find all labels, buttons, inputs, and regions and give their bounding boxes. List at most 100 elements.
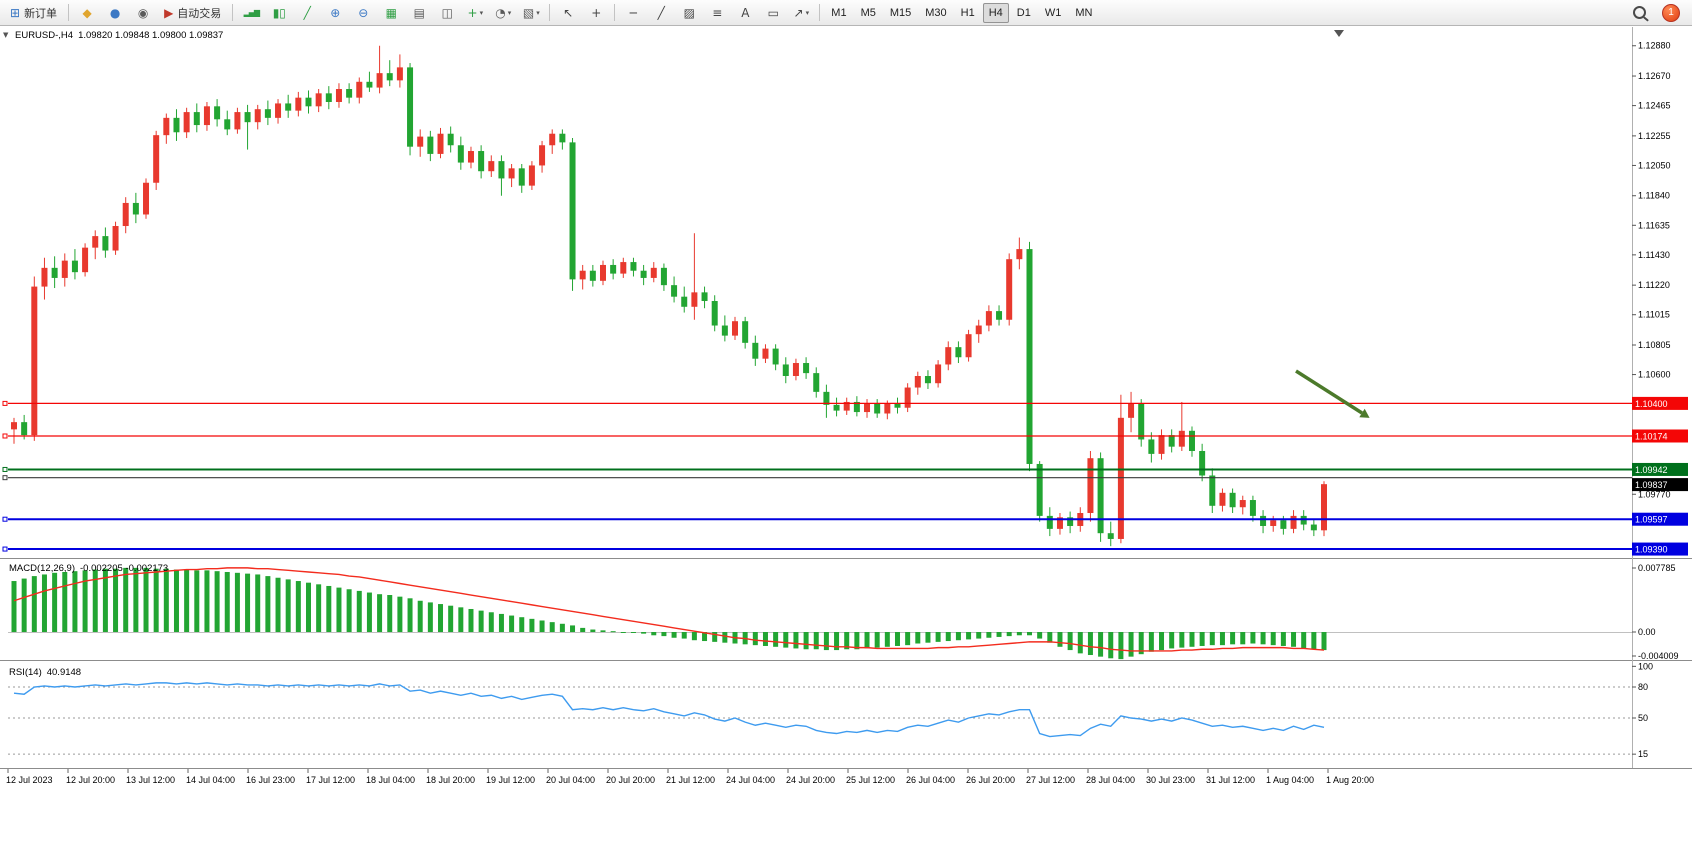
trendline-tool-button[interactable]: ╱ [648, 2, 674, 24]
new-chart-button[interactable]: + ▾ [462, 2, 488, 24]
separator [549, 4, 551, 21]
templates-button[interactable]: ▧ ▾ [518, 2, 544, 24]
crosshair-icon: + [591, 5, 602, 20]
svg-text:1 Aug 20:00: 1 Aug 20:00 [1326, 775, 1374, 785]
svg-text:1.10174: 1.10174 [1635, 431, 1668, 441]
svg-text:1.11220: 1.11220 [1638, 280, 1670, 290]
svg-text:0.00: 0.00 [1638, 627, 1656, 637]
svg-text:1.12255: 1.12255 [1638, 131, 1671, 141]
search-icon [1632, 6, 1649, 22]
bar-chart-button[interactable]: ▂▄▆ [238, 2, 264, 24]
svg-text:26 Jul 04:00: 26 Jul 04:00 [906, 775, 955, 785]
zoom-out-button[interactable]: ⊖ [350, 2, 376, 24]
svg-text:27 Jul 12:00: 27 Jul 12:00 [1026, 775, 1075, 785]
periods-button[interactable]: ◔ ▾ [490, 2, 516, 24]
trendline-icon: ╱ [657, 5, 665, 20]
svg-text:1.11430: 1.11430 [1638, 250, 1670, 260]
svg-text:17 Jul 12:00: 17 Jul 12:00 [306, 775, 355, 785]
templates-icon: ▧ [522, 5, 535, 20]
svg-text:1.10805: 1.10805 [1638, 340, 1671, 350]
svg-text:1.09597: 1.09597 [1635, 515, 1668, 525]
autotrading-label: 自动交易 [177, 7, 222, 20]
svg-text:1.09770: 1.09770 [1638, 489, 1671, 499]
timeframe-mn-button[interactable]: MN [1075, 6, 1093, 19]
chart-area: 1.12880 1.12670 1.12465 1.12255 1.12050 1.118… [0, 27, 1692, 854]
timeframe-m30-button[interactable]: M30 [925, 6, 947, 19]
arrows-tool-button[interactable]: ↗ ▾ [788, 2, 814, 24]
chart-canvas[interactable]: 1.12880 1.12670 1.12465 1.12255 1.12050 1.118… [0, 27, 1692, 854]
new-chart-icon: + [467, 5, 478, 20]
svg-text:1.11840: 1.11840 [1638, 191, 1670, 201]
new-order-icon: ⊞ [10, 5, 21, 20]
timeframe-h1-button[interactable]: H1 [960, 6, 975, 19]
separator [232, 4, 234, 21]
timeframe-d1-button[interactable]: D1 [1016, 6, 1031, 19]
svg-text:0.007785: 0.007785 [1638, 563, 1676, 573]
svg-text:21 Jul 12:00: 21 Jul 12:00 [666, 775, 715, 785]
channel-tool-button[interactable]: ▨ [676, 2, 702, 24]
zoom-in-button[interactable]: ⊕ [322, 2, 348, 24]
svg-text:80: 80 [1638, 682, 1648, 692]
svg-text:20 Jul 20:00: 20 Jul 20:00 [606, 775, 655, 785]
svg-text:100: 100 [1638, 661, 1653, 671]
svg-text:15: 15 [1638, 749, 1648, 759]
timeframe-m5-button[interactable]: M5 [860, 6, 876, 19]
tile-windows-icon: ▦ [385, 5, 397, 20]
separator [68, 4, 70, 21]
timeframe-m1-button[interactable]: M1 [831, 6, 847, 19]
toolbar-right-group: 1 [1626, 2, 1680, 24]
svg-text:31 Jul 12:00: 31 Jul 12:00 [1206, 775, 1255, 785]
toolbar: ⊞ 新订单 ◆ ● ◉ ▶ 自动交易 ▂▄▆ ▮▯ ╱ ⊕ ⊖ ▦ ▤ ◫ + ▾… [0, 0, 1692, 26]
svg-text:1.12465: 1.12465 [1638, 101, 1671, 111]
svg-text:28 Jul 04:00: 28 Jul 04:00 [1086, 775, 1135, 785]
svg-text:24 Jul 04:00: 24 Jul 04:00 [726, 775, 775, 785]
timeframe-w1-button[interactable]: W1 [1044, 6, 1062, 19]
svg-text:20 Jul 04:00: 20 Jul 04:00 [546, 775, 595, 785]
chevron-down-icon: ▾ [805, 8, 810, 17]
community-icon: ◉ [137, 5, 149, 20]
community-button[interactable]: ◉ [130, 2, 156, 24]
fibonacci-tool-button[interactable]: ≡ [704, 2, 730, 24]
new-order-label: 新订单 [24, 7, 58, 20]
crosshair-button[interactable]: + [583, 2, 609, 24]
svg-text:1.11635: 1.11635 [1638, 220, 1670, 230]
svg-text:1.09390: 1.09390 [1635, 545, 1668, 555]
svg-text:50: 50 [1638, 713, 1648, 723]
tile-windows-button[interactable]: ▦ [378, 2, 404, 24]
cursor-button[interactable]: ↖ [555, 2, 581, 24]
timeframe-m15-button[interactable]: M15 [889, 6, 912, 19]
autotrading-button[interactable]: ▶ 自动交易 [158, 2, 227, 24]
zoom-in-icon: ⊕ [330, 5, 341, 20]
svg-text:18 Jul 20:00: 18 Jul 20:00 [426, 775, 475, 785]
svg-text:26 Jul 20:00: 26 Jul 20:00 [966, 775, 1015, 785]
svg-text:1.09837: 1.09837 [1635, 480, 1668, 490]
new-order-button[interactable]: ⊞ 新订单 [4, 2, 63, 24]
line-chart-button[interactable]: ╱ [294, 2, 320, 24]
arrange-windows-button[interactable]: ▤ [406, 2, 432, 24]
search-button[interactable] [1626, 2, 1652, 24]
chevron-down-icon: ▾ [536, 8, 540, 17]
label-tool-button[interactable]: ▭ [760, 2, 786, 24]
candlestick-chart-button[interactable]: ▮▯ [266, 2, 292, 24]
svg-text:1 Aug 04:00: 1 Aug 04:00 [1266, 775, 1314, 785]
line-chart-icon: ╱ [303, 5, 311, 20]
macd-header: MACD(12,26,9) -0.002205 -0.002173 [9, 563, 168, 574]
market-button[interactable]: ◆ [74, 2, 100, 24]
timeframe-h4-button[interactable]: H4 [982, 2, 1009, 23]
one-click-trading-toggle[interactable]: ▼ [3, 31, 9, 39]
text-icon: A [741, 5, 750, 20]
rsi-header: RSI(14) 40.9148 [9, 667, 81, 678]
svg-text:12 Jul 2023: 12 Jul 2023 [6, 775, 53, 785]
horizontal-line-tool-button[interactable]: ─ [620, 2, 646, 24]
svg-text:19 Jul 12:00: 19 Jul 12:00 [486, 775, 535, 785]
text-tool-button[interactable]: A [732, 2, 758, 24]
arrow-object-icon: ↗ [793, 5, 804, 20]
svg-text:-0.004009: -0.004009 [1638, 651, 1679, 661]
label-icon: ▭ [767, 5, 779, 20]
cascade-windows-button[interactable]: ◫ [434, 2, 460, 24]
chart-symbol-period: EURUSD-,H4 [15, 30, 74, 41]
fibonacci-icon: ≡ [712, 5, 723, 20]
signals-button[interactable]: ● [102, 2, 128, 24]
notification-badge[interactable]: 1 [1662, 3, 1680, 22]
